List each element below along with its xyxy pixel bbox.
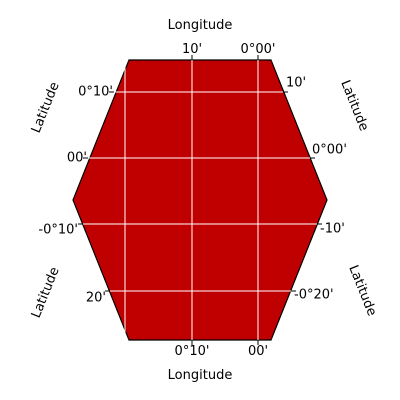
tick-label-top: 10' [182, 42, 202, 57]
tick-label-right: 10' [286, 76, 306, 91]
tick-label-right: 0°00' [312, 143, 347, 158]
tick-label-left: 00' [67, 151, 87, 166]
axis-label-upper-right: Latitude [337, 78, 371, 133]
tick-label-bottom: 00' [248, 344, 268, 359]
map-fill-hexagon [72, 59, 328, 341]
tick-marks [78, 55, 322, 345]
axis-label-top: Longitude [168, 18, 233, 33]
axis-label-bottom: Longitude [168, 368, 233, 383]
axis-label-upper-left: Latitude [29, 80, 63, 135]
graticule [83, 60, 317, 340]
tick-label-left: 0°10' [78, 85, 113, 100]
axis-label-lower-left: Latitude [29, 265, 63, 320]
tick-label-right: -10' [320, 222, 345, 237]
tick-label-bottom: 0°10' [175, 344, 210, 359]
tick-label-right: -0°20' [294, 288, 334, 303]
tick-label-left: -0°10' [38, 223, 78, 238]
axis-label-lower-right: Latitude [345, 263, 379, 318]
tick-label-left: 20' [86, 291, 106, 306]
tick-label-top: 0°00' [241, 42, 276, 57]
